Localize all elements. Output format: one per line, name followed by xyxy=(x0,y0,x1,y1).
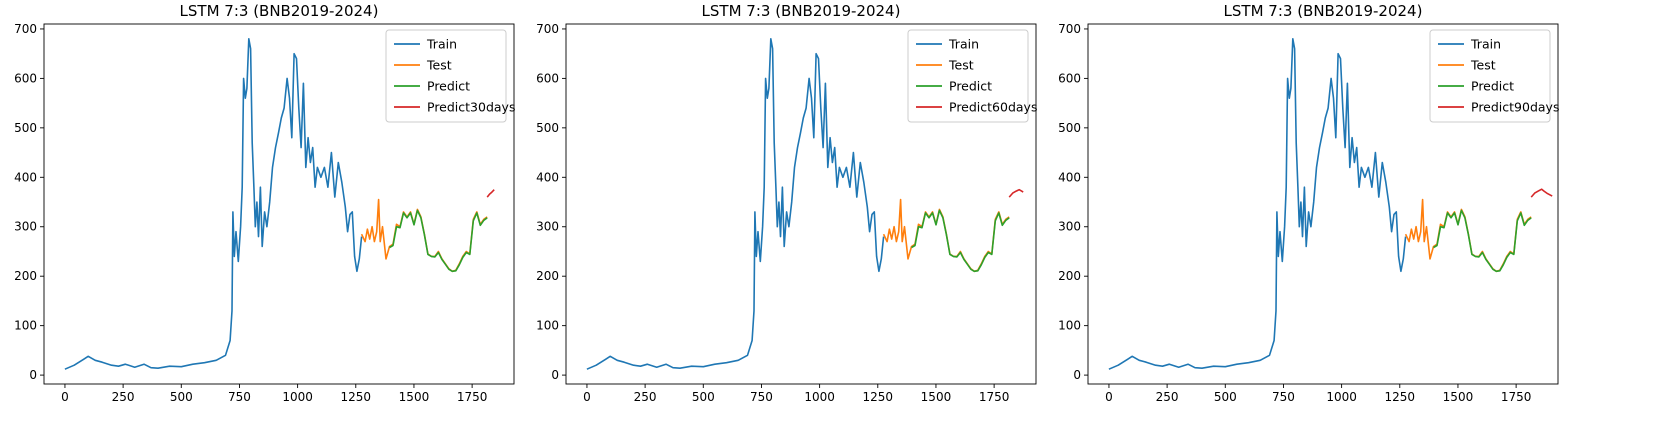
x-tick-label: 0 xyxy=(1105,390,1113,404)
legend-entry-test: Test xyxy=(948,58,974,73)
series-line-predict xyxy=(389,209,488,273)
x-tick-label: 1500 xyxy=(1443,390,1474,404)
y-tick-label: 600 xyxy=(1058,71,1081,85)
legend: Train Test Predict Predict30days xyxy=(385,29,515,123)
y-tick-label: 200 xyxy=(1058,269,1081,283)
y-tick-label: 500 xyxy=(536,121,559,135)
y-tick-label: 300 xyxy=(536,220,559,234)
legend-entry-test: Test xyxy=(1470,58,1496,73)
x-tick-label: 250 xyxy=(1156,390,1179,404)
x-tick-label: 1250 xyxy=(341,390,372,404)
x-tick-label: 500 xyxy=(170,390,193,404)
y-tick-label: 0 xyxy=(29,368,37,382)
x-tick-label: 0 xyxy=(61,390,69,404)
legend-entry-predict: Predict xyxy=(427,79,470,94)
series-line-predict xyxy=(1433,209,1532,273)
legend-entry-train: Train xyxy=(948,37,979,52)
y-tick-label: 400 xyxy=(14,170,37,184)
x-tick-label: 250 xyxy=(112,390,135,404)
legend-entry-test: Test xyxy=(426,58,452,73)
x-tick-label: 1750 xyxy=(1501,390,1532,404)
x-tick-label: 750 xyxy=(1272,390,1295,404)
series-line-predict30days xyxy=(486,189,495,198)
y-tick-label: 100 xyxy=(536,319,559,333)
x-tick-label: 750 xyxy=(228,390,251,404)
chart-panel-90days: LSTM 7:3 (BNB2019-2024) 0 250 500 750 1000 12… xyxy=(1058,2,1559,404)
x-tick-label: 0 xyxy=(583,390,591,404)
y-tick-label: 600 xyxy=(14,71,37,85)
legend-entry-predict30days: Predict30days xyxy=(427,100,515,115)
x-tick-label: 500 xyxy=(1214,390,1237,404)
series-line-predict60days xyxy=(1008,188,1024,198)
plot-frame xyxy=(1087,23,1559,385)
chart-title: LSTM 7:3 (BNB2019-2024) xyxy=(180,2,379,20)
chart-title: LSTM 7:3 (BNB2019-2024) xyxy=(702,2,901,20)
x-tick-label: 1500 xyxy=(921,390,952,404)
chart-panel-60days: LSTM 7:3 (BNB2019-2024) 0 250 500 750 1000 12… xyxy=(536,2,1037,404)
series-line-train xyxy=(1108,38,1407,370)
legend: Train Test Predict Predict90days xyxy=(1429,29,1559,123)
y-tick-label: 500 xyxy=(14,121,37,135)
y-tick-label: 400 xyxy=(536,170,559,184)
x-tick-label: 1500 xyxy=(399,390,430,404)
x-tick-label: 1250 xyxy=(1385,390,1416,404)
y-tick-label: 0 xyxy=(1073,368,1081,382)
y-tick-label: 300 xyxy=(14,220,37,234)
y-tick-label: 0 xyxy=(551,368,559,382)
y-tick-label: 200 xyxy=(536,269,559,283)
legend-box xyxy=(385,29,507,123)
plot-frame xyxy=(43,23,515,385)
y-tick-label: 300 xyxy=(1058,220,1081,234)
legend-entry-train: Train xyxy=(426,37,457,52)
x-tick-label: 500 xyxy=(692,390,715,404)
series-line-train xyxy=(586,38,885,370)
y-tick-label: 400 xyxy=(1058,170,1081,184)
y-tick-label: 200 xyxy=(14,269,37,283)
series-line-predict xyxy=(911,209,1010,273)
x-tick-label: 1000 xyxy=(1326,390,1357,404)
y-tick-label: 700 xyxy=(14,22,37,36)
y-tick-label: 100 xyxy=(1058,319,1081,333)
series-line-predict90days xyxy=(1530,188,1553,198)
y-tick-label: 500 xyxy=(1058,121,1081,135)
legend-entry-predict60days: Predict60days xyxy=(949,100,1037,115)
y-tick-label: 100 xyxy=(14,319,37,333)
x-tick-label: 750 xyxy=(750,390,773,404)
legend-entry-predict90days: Predict90days xyxy=(1471,100,1559,115)
x-tick-label: 1750 xyxy=(457,390,488,404)
series-line-train xyxy=(64,38,363,370)
y-tick-label: 700 xyxy=(536,22,559,36)
legend-entry-predict: Predict xyxy=(949,79,992,94)
x-tick-label: 1000 xyxy=(282,390,313,404)
y-tick-label: 600 xyxy=(536,71,559,85)
legend-box xyxy=(907,29,1029,123)
x-tick-label: 1750 xyxy=(979,390,1010,404)
chart-panel-30days: LSTM 7:3 (BNB2019-2024) 0 250 500 750 1000 12… xyxy=(14,2,515,404)
plot-frame xyxy=(565,23,1037,385)
legend-box xyxy=(1429,29,1551,123)
legend-entry-predict: Predict xyxy=(1471,79,1514,94)
chart-title: LSTM 7:3 (BNB2019-2024) xyxy=(1224,2,1423,20)
legend-entry-train: Train xyxy=(1470,37,1501,52)
x-tick-label: 250 xyxy=(634,390,657,404)
x-tick-label: 1250 xyxy=(863,390,894,404)
x-tick-label: 1000 xyxy=(804,390,835,404)
y-tick-label: 700 xyxy=(1058,22,1081,36)
legend: Train Test Predict Predict60days xyxy=(907,29,1037,123)
